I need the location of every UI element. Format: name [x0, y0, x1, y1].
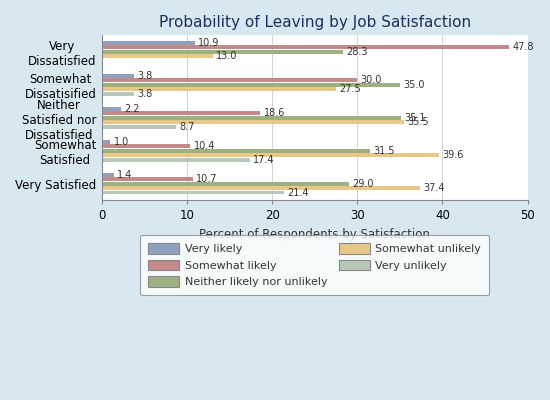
Bar [102, 182, 349, 186]
Text: 31.5: 31.5 [373, 146, 395, 156]
Bar [102, 140, 111, 144]
Text: 18.6: 18.6 [263, 108, 285, 118]
Text: 37.4: 37.4 [424, 183, 446, 193]
Bar [102, 177, 193, 181]
Bar [102, 120, 404, 124]
Bar [102, 186, 420, 190]
Text: 39.6: 39.6 [442, 150, 464, 160]
Bar [102, 50, 343, 54]
X-axis label: Percent of Respondents by Satisfaction: Percent of Respondents by Satisfaction [199, 228, 430, 240]
Text: 35.5: 35.5 [408, 117, 429, 127]
Bar [102, 107, 120, 111]
Bar [102, 111, 260, 115]
Bar [102, 78, 358, 82]
Text: 28.3: 28.3 [346, 47, 368, 57]
Text: 35.0: 35.0 [403, 80, 425, 90]
Text: 1.4: 1.4 [117, 170, 133, 180]
Text: 3.8: 3.8 [138, 71, 153, 81]
Text: 17.4: 17.4 [254, 154, 275, 164]
Text: 47.8: 47.8 [512, 42, 534, 52]
Bar [102, 45, 509, 49]
Text: 13.0: 13.0 [216, 51, 237, 61]
Text: 29.0: 29.0 [352, 178, 373, 188]
Bar [102, 74, 134, 78]
Text: 35.1: 35.1 [404, 113, 426, 123]
Bar [102, 153, 439, 157]
Text: 10.9: 10.9 [198, 38, 219, 48]
Text: 21.4: 21.4 [288, 188, 309, 198]
Text: 10.7: 10.7 [196, 174, 218, 184]
Bar [102, 54, 212, 58]
Title: Probability of Leaving by Job Satisfaction: Probability of Leaving by Job Satisfacti… [158, 15, 471, 30]
Bar [102, 149, 370, 152]
Bar [102, 172, 114, 176]
Bar [102, 87, 336, 91]
Bar [102, 41, 195, 45]
Text: 1.0: 1.0 [114, 137, 129, 147]
Text: 27.5: 27.5 [339, 84, 361, 94]
Bar [102, 83, 400, 87]
Text: 30.0: 30.0 [361, 75, 382, 85]
Bar [102, 116, 401, 120]
Bar [102, 190, 284, 194]
Text: 2.2: 2.2 [124, 104, 140, 114]
Bar [102, 144, 190, 148]
Bar [102, 92, 134, 96]
Legend: Very likely, Somewhat likely, Neither likely nor unlikely, Somewhat unlikely, Ve: Very likely, Somewhat likely, Neither li… [140, 235, 489, 295]
Bar [102, 158, 250, 162]
Text: 8.7: 8.7 [179, 122, 195, 132]
Bar [102, 125, 176, 129]
Text: 3.8: 3.8 [138, 89, 153, 99]
Text: 10.4: 10.4 [194, 141, 215, 151]
